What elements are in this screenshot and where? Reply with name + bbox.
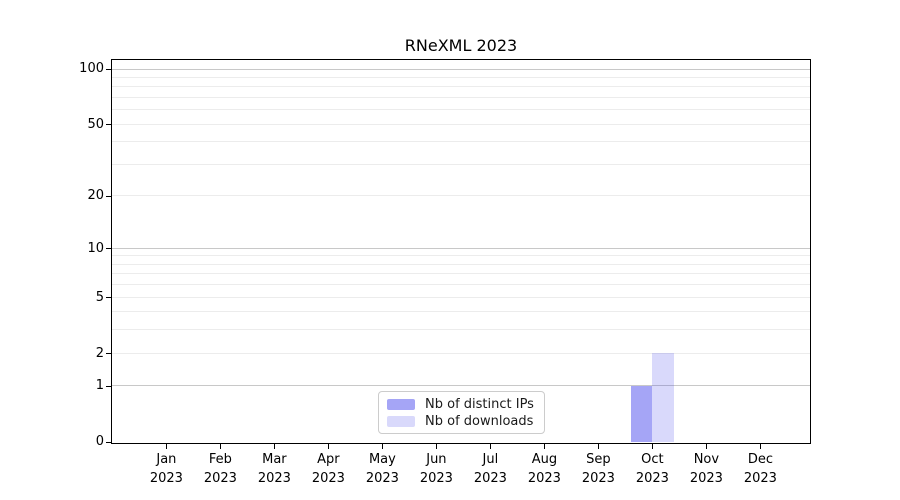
x-tick-year: 2023 — [257, 471, 291, 486]
x-tick-label-mar: Mar 2023 — [246, 450, 302, 488]
bar-oct-series1 — [652, 353, 674, 442]
x-tick-month: Apr — [317, 452, 340, 467]
y-tick-label-5: 5 — [95, 289, 104, 305]
gridline-minor-6 — [112, 284, 810, 286]
x-tick-feb — [219, 444, 222, 449]
x-tick-oct — [651, 444, 654, 449]
x-tick-label-feb: Feb 2023 — [192, 450, 248, 488]
x-tick-may — [381, 444, 384, 449]
y-tick-10 — [106, 247, 111, 250]
x-tick-year: 2023 — [635, 471, 669, 486]
gridline-minor-9 — [112, 255, 810, 257]
gridline-minor-80 — [112, 86, 810, 88]
x-tick-label-dec: Dec 2023 — [732, 450, 788, 488]
x-tick-month: Dec — [747, 452, 773, 467]
x-tick-month: Oct — [641, 452, 664, 467]
grid-layer — [112, 60, 810, 443]
plot-area — [111, 59, 811, 444]
x-tick-label-jun: Jun 2023 — [408, 450, 464, 488]
x-tick-label-jan: Jan 2023 — [138, 450, 194, 488]
y-tick-label-20: 20 — [87, 188, 104, 204]
x-tick-year: 2023 — [149, 471, 183, 486]
y-tick-label-1: 1 — [95, 378, 104, 394]
x-tick-year: 2023 — [743, 471, 777, 486]
gridline-major-1 — [112, 385, 810, 387]
x-tick-label-aug: Aug 2023 — [516, 450, 572, 488]
y-tick-1 — [106, 385, 111, 388]
x-tick-month: Aug — [531, 452, 558, 467]
chart-title: RNeXML 2023 — [404, 36, 518, 55]
x-tick-month: Jun — [426, 452, 447, 467]
x-tick-month: Feb — [208, 452, 232, 467]
gridline-minor-7 — [112, 273, 810, 275]
y-tick-label-0: 0 — [95, 434, 104, 450]
gridline-minor-60 — [112, 109, 810, 111]
x-tick-year: 2023 — [527, 471, 561, 486]
x-tick-apr — [327, 444, 330, 449]
y-tick-2 — [106, 352, 111, 355]
x-tick-month: May — [368, 452, 396, 467]
x-tick-label-oct: Oct 2023 — [624, 450, 680, 488]
x-tick-month: Sep — [586, 452, 611, 467]
legend-item-distinct-ips: Nb of distinct IPs — [387, 396, 536, 412]
x-tick-month: Jul — [482, 452, 499, 467]
y-tick-50 — [106, 123, 111, 126]
x-tick-mar — [273, 444, 276, 449]
x-tick-aug — [543, 444, 546, 449]
gridline-minor-3 — [112, 329, 810, 331]
legend-swatch-downloads — [387, 415, 415, 427]
legend-item-downloads: Nb of downloads — [387, 413, 536, 429]
x-tick-year: 2023 — [419, 471, 453, 486]
gridline-minor-5 — [112, 296, 810, 298]
x-tick-label-apr: Apr 2023 — [300, 450, 356, 488]
gridline-minor-2 — [112, 352, 810, 354]
x-tick-jul — [489, 444, 492, 449]
y-tick-label-2: 2 — [95, 345, 104, 361]
gridline-major-100 — [112, 68, 810, 70]
x-tick-year: 2023 — [689, 471, 723, 486]
bar-oct-series0 — [630, 385, 652, 442]
gridline-minor-8 — [112, 263, 810, 265]
gridline-minor-70 — [112, 96, 810, 98]
x-tick-year: 2023 — [311, 471, 345, 486]
x-tick-jan — [165, 444, 168, 449]
x-tick-year: 2023 — [581, 471, 615, 486]
x-tick-label-sep: Sep 2023 — [570, 450, 626, 488]
x-tick-year: 2023 — [203, 471, 237, 486]
gridline-minor-90 — [112, 76, 810, 78]
bars-layer — [112, 60, 810, 443]
x-tick-year: 2023 — [473, 471, 507, 486]
y-tick-20 — [106, 195, 111, 198]
x-tick-year: 2023 — [365, 471, 399, 486]
legend-swatch-distinct-ips — [387, 398, 415, 410]
y-tick-label-100: 100 — [79, 61, 104, 77]
y-tick-label-10: 10 — [87, 240, 104, 256]
x-tick-label-nov: Nov 2023 — [678, 450, 734, 488]
legend-label-downloads: Nb of downloads — [425, 413, 534, 429]
legend: Nb of distinct IPs Nb of downloads — [378, 391, 545, 434]
x-tick-month: Jan — [156, 452, 177, 467]
gridline-minor-4 — [112, 311, 810, 313]
x-tick-jun — [435, 444, 438, 449]
x-tick-label-may: May 2023 — [354, 450, 410, 488]
gridline-minor-40 — [112, 141, 810, 143]
legend-label-distinct-ips: Nb of distinct IPs — [425, 396, 534, 412]
x-tick-dec — [759, 444, 762, 449]
x-tick-nov — [705, 444, 708, 449]
x-tick-month: Mar — [262, 452, 287, 467]
y-tick-label-50: 50 — [87, 116, 104, 132]
gridline-minor-50 — [112, 123, 810, 125]
x-tick-month: Nov — [693, 452, 720, 467]
gridline-minor-30 — [112, 163, 810, 165]
x-tick-label-jul: Jul 2023 — [462, 450, 518, 488]
y-tick-100 — [106, 68, 111, 71]
y-tick-5 — [106, 296, 111, 299]
gridline-major-10 — [112, 247, 810, 249]
gridline-minor-20 — [112, 195, 810, 197]
y-tick-0 — [106, 441, 111, 444]
x-tick-sep — [597, 444, 600, 449]
